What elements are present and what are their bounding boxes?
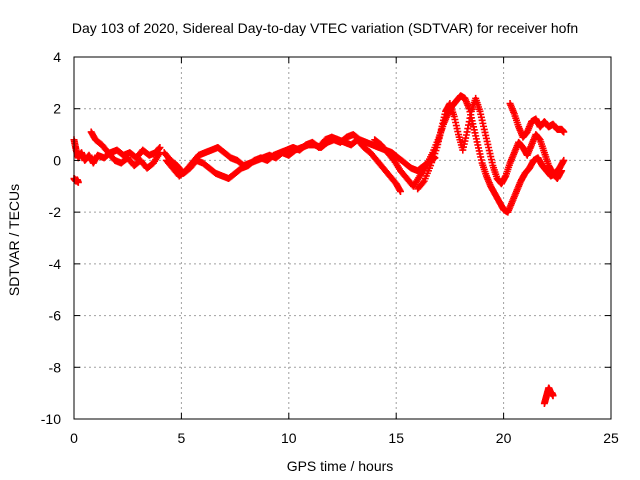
series-trace-i [540, 384, 557, 407]
series-trace-b [87, 128, 164, 172]
data-point-marker [560, 156, 568, 164]
x-tick-label: 10 [281, 430, 297, 446]
series-trace-g [414, 94, 566, 193]
data-point-marker [560, 128, 568, 136]
y-tick-label: -4 [49, 256, 62, 272]
y-tick-label: 2 [53, 101, 61, 117]
plot-frame [73, 56, 612, 420]
x-axis-label: GPS time / hours [287, 458, 394, 474]
y-axis-label: SDTVAR / TECUs [6, 184, 22, 296]
y-tick-label: -2 [49, 204, 62, 220]
series-trace-h [506, 100, 568, 141]
data-point-marker [74, 178, 82, 186]
x-tick-label: 25 [603, 430, 619, 446]
y-tick-label: -6 [49, 308, 62, 324]
x-tick-label: 15 [388, 430, 404, 446]
data-point-marker [558, 167, 566, 175]
data-points [70, 92, 568, 407]
y-tick-label: 0 [53, 152, 61, 168]
y-tick-label: -8 [49, 359, 62, 375]
series-trace-a [70, 136, 164, 167]
chart-title: Day 103 of 2020, Sidereal Day-to-day VTE… [72, 20, 578, 36]
data-point-marker [419, 178, 427, 186]
series-trace-e [160, 133, 404, 195]
x-tick-label: 20 [496, 430, 512, 446]
data-point-marker [396, 187, 404, 195]
grid-lines [74, 57, 611, 419]
y-tick-label: 4 [53, 49, 61, 65]
x-tick-label: 5 [178, 430, 186, 446]
y-tick-label: -10 [41, 411, 61, 427]
data-point-marker [549, 392, 557, 400]
x-tick-label: 0 [70, 430, 78, 446]
axis-ticks: 0 5 10 15 20 25 -10 -8 -6 -4 -2 0 2 4 [41, 49, 619, 446]
